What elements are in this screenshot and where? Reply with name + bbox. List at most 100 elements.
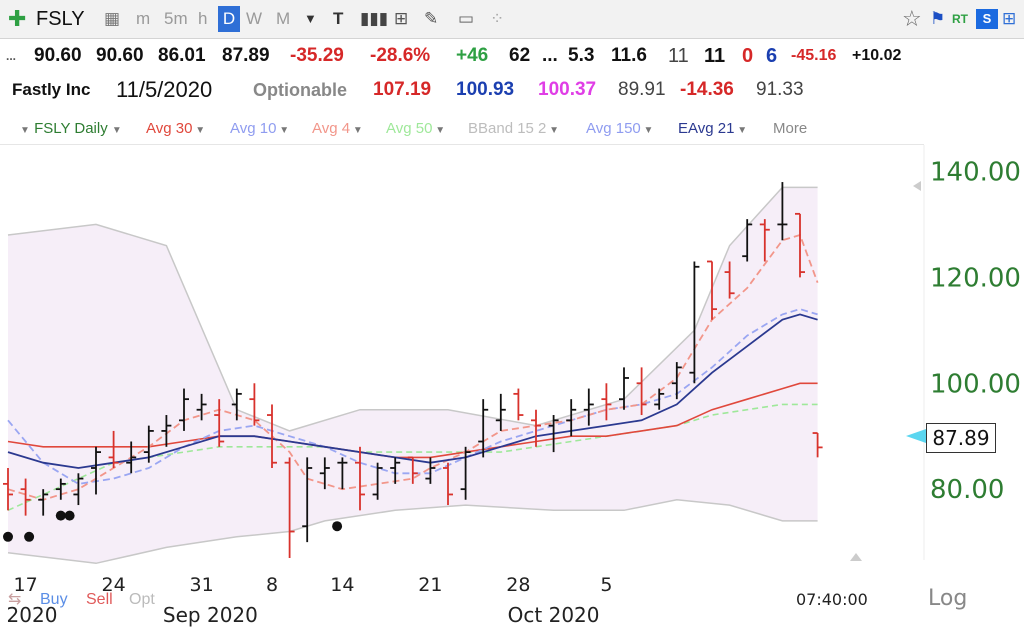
x-month-label: Oct 2020 xyxy=(508,603,600,627)
chevron-down-icon: ▼ xyxy=(640,125,654,136)
ohlc-bar xyxy=(671,362,682,400)
quote-date: 11/5/2020 xyxy=(116,77,213,102)
ohlc-bar xyxy=(583,388,594,426)
ohlc-bar xyxy=(654,388,665,410)
legend-more[interactable]: More xyxy=(773,120,808,137)
current-price-arrow-icon xyxy=(906,429,926,443)
signal-dot xyxy=(3,531,13,542)
settings-badge-icon[interactable]: S xyxy=(976,9,998,29)
legend-item[interactable]: BBand 15 2 ▼ xyxy=(468,119,559,141)
x-tick-label: 17 xyxy=(14,574,38,596)
sell-link[interactable]: Sell xyxy=(86,591,113,608)
quote-n8: -45.16 xyxy=(791,47,837,64)
ohlc-bar xyxy=(742,219,753,262)
toolbar: ✚ FSLY ▦ m 5m h D W M ▼ T ▮▮▮ ⊞ ✎ ▭ ⁘ ☆ ⚑ RT … xyxy=(0,0,1024,39)
signal-dot xyxy=(332,521,343,532)
ohlc-bar xyxy=(531,409,541,447)
ohlc-bar xyxy=(355,446,365,511)
chart-type-icon[interactable]: ▦ xyxy=(104,9,121,28)
lead-dots: ... xyxy=(6,49,17,63)
note-icon[interactable]: ▭ xyxy=(458,9,475,28)
chevron-down-icon: ▼ xyxy=(276,125,290,136)
ohlc-bar xyxy=(302,457,313,543)
ohlc-bar xyxy=(566,399,577,437)
ohlc-bar xyxy=(20,478,31,516)
interval-d-button[interactable]: D xyxy=(218,6,240,32)
ohlc-bar xyxy=(284,457,295,558)
ohlc-bar xyxy=(73,473,84,506)
ohlc-bar xyxy=(249,383,260,426)
quote-n4: 11 xyxy=(668,45,689,67)
ohlc-bar xyxy=(231,388,242,421)
info-v4: 89.91 xyxy=(618,79,666,100)
ohlc-bar xyxy=(425,457,436,484)
chevron-down-icon: ▼ xyxy=(111,125,122,136)
legend-item[interactable]: Avg 10 ▼ xyxy=(230,119,289,141)
ohlc-bar xyxy=(38,489,49,516)
quote-n3: 11.6 xyxy=(611,45,647,66)
realtime-badge-icon: RT xyxy=(952,12,968,26)
ohlc-bar xyxy=(689,261,700,384)
chevron-down-icon: ▼ xyxy=(546,125,560,136)
quote-rank: +46 xyxy=(456,45,489,66)
opt-link[interactable]: Opt xyxy=(129,591,155,608)
bar-style-icon[interactable]: ▮▮▮ xyxy=(360,9,389,28)
quote-row: ... 90.60 90.60 86.01 87.89 -35.29 -28.6… xyxy=(0,43,1024,69)
quote-n9: +10.02 xyxy=(852,47,902,64)
info-v2: 100.93 xyxy=(456,79,515,100)
star-icon[interactable]: ☆ xyxy=(902,6,922,31)
interval-dropdown-icon[interactable]: ▼ xyxy=(304,11,317,26)
info-v3: 100.37 xyxy=(538,79,597,100)
ohlc-bar xyxy=(319,457,330,490)
ohlc-bar xyxy=(161,415,172,447)
log-scale-toggle[interactable]: Log xyxy=(928,586,968,611)
quote-n6: 0 xyxy=(742,45,754,67)
share-icon[interactable]: ⁘ xyxy=(490,9,505,28)
legend-item-label: Avg 30 xyxy=(146,120,193,137)
ohlc-bar xyxy=(372,462,383,500)
legend-item[interactable]: Avg 30 ▼ xyxy=(146,119,205,141)
refresh-icon[interactable]: ⇆ xyxy=(8,591,22,608)
ohlc-bar xyxy=(337,457,348,490)
symbol-field[interactable]: FSLY xyxy=(36,8,85,30)
ohlc-bar xyxy=(126,441,137,474)
time-label: 07:40:00 xyxy=(796,590,868,609)
interval-m-button[interactable]: M xyxy=(276,9,291,28)
legend-symbol[interactable]: ▼ FSLY Daily ▼ xyxy=(20,119,122,141)
quote-close: 87.89 xyxy=(222,45,270,66)
interval-w-button[interactable]: W xyxy=(246,9,263,28)
ohlc-bar xyxy=(55,478,66,500)
flag-icon[interactable]: ⚑ xyxy=(930,9,946,28)
quote-n5: 11 xyxy=(704,45,726,67)
legend-symbol-arrow-icon: ▼ xyxy=(20,125,30,136)
quote-n2: 5.3 xyxy=(568,45,595,66)
text-tool-icon[interactable]: T xyxy=(333,9,344,28)
ohlc-bar xyxy=(601,383,612,421)
ohlc-bar xyxy=(267,404,277,468)
legend-item[interactable]: Avg 4 ▼ xyxy=(312,119,363,141)
x-month-label: Sep 2020 xyxy=(163,603,258,627)
add-symbol-icon[interactable]: ✚ xyxy=(8,6,27,31)
current-price-badge: 87.89 xyxy=(926,423,996,453)
quote-open: 90.60 xyxy=(34,45,82,66)
windows-icon[interactable]: ⊞ xyxy=(1002,9,1017,28)
buy-link[interactable]: Buy xyxy=(40,591,68,608)
quote-dots: ... xyxy=(542,45,558,66)
y-tick-label: 80.00 xyxy=(930,475,1004,505)
x-month-label: 2020 xyxy=(7,603,58,627)
interval-5m-button[interactable]: 5m xyxy=(164,9,188,28)
info-v5: -14.36 xyxy=(680,79,734,100)
legend-item[interactable]: EAvg 21 ▼ xyxy=(678,119,747,141)
interval-m-button[interactable]: m xyxy=(136,9,151,28)
interval-h-button[interactable]: h xyxy=(198,9,208,28)
ohlc-bar xyxy=(478,399,489,458)
x-tick-label: 8 xyxy=(266,574,278,596)
legend-item[interactable]: Avg 150 ▼ xyxy=(586,119,653,141)
grid-tool-icon[interactable]: ⊞ xyxy=(394,9,409,28)
x-tick-label: 24 xyxy=(102,574,126,596)
indicator-legend: ▼ FSLY Daily ▼ Avg 30 ▼ Avg 10 ▼ Avg 4 ▼ Av… xyxy=(0,114,924,145)
info-v1: 107.19 xyxy=(373,79,432,100)
pencil-icon[interactable]: ✎ xyxy=(424,9,439,28)
quote-low: 86.01 xyxy=(158,45,206,66)
legend-item[interactable]: Avg 50 ▼ xyxy=(386,119,445,141)
